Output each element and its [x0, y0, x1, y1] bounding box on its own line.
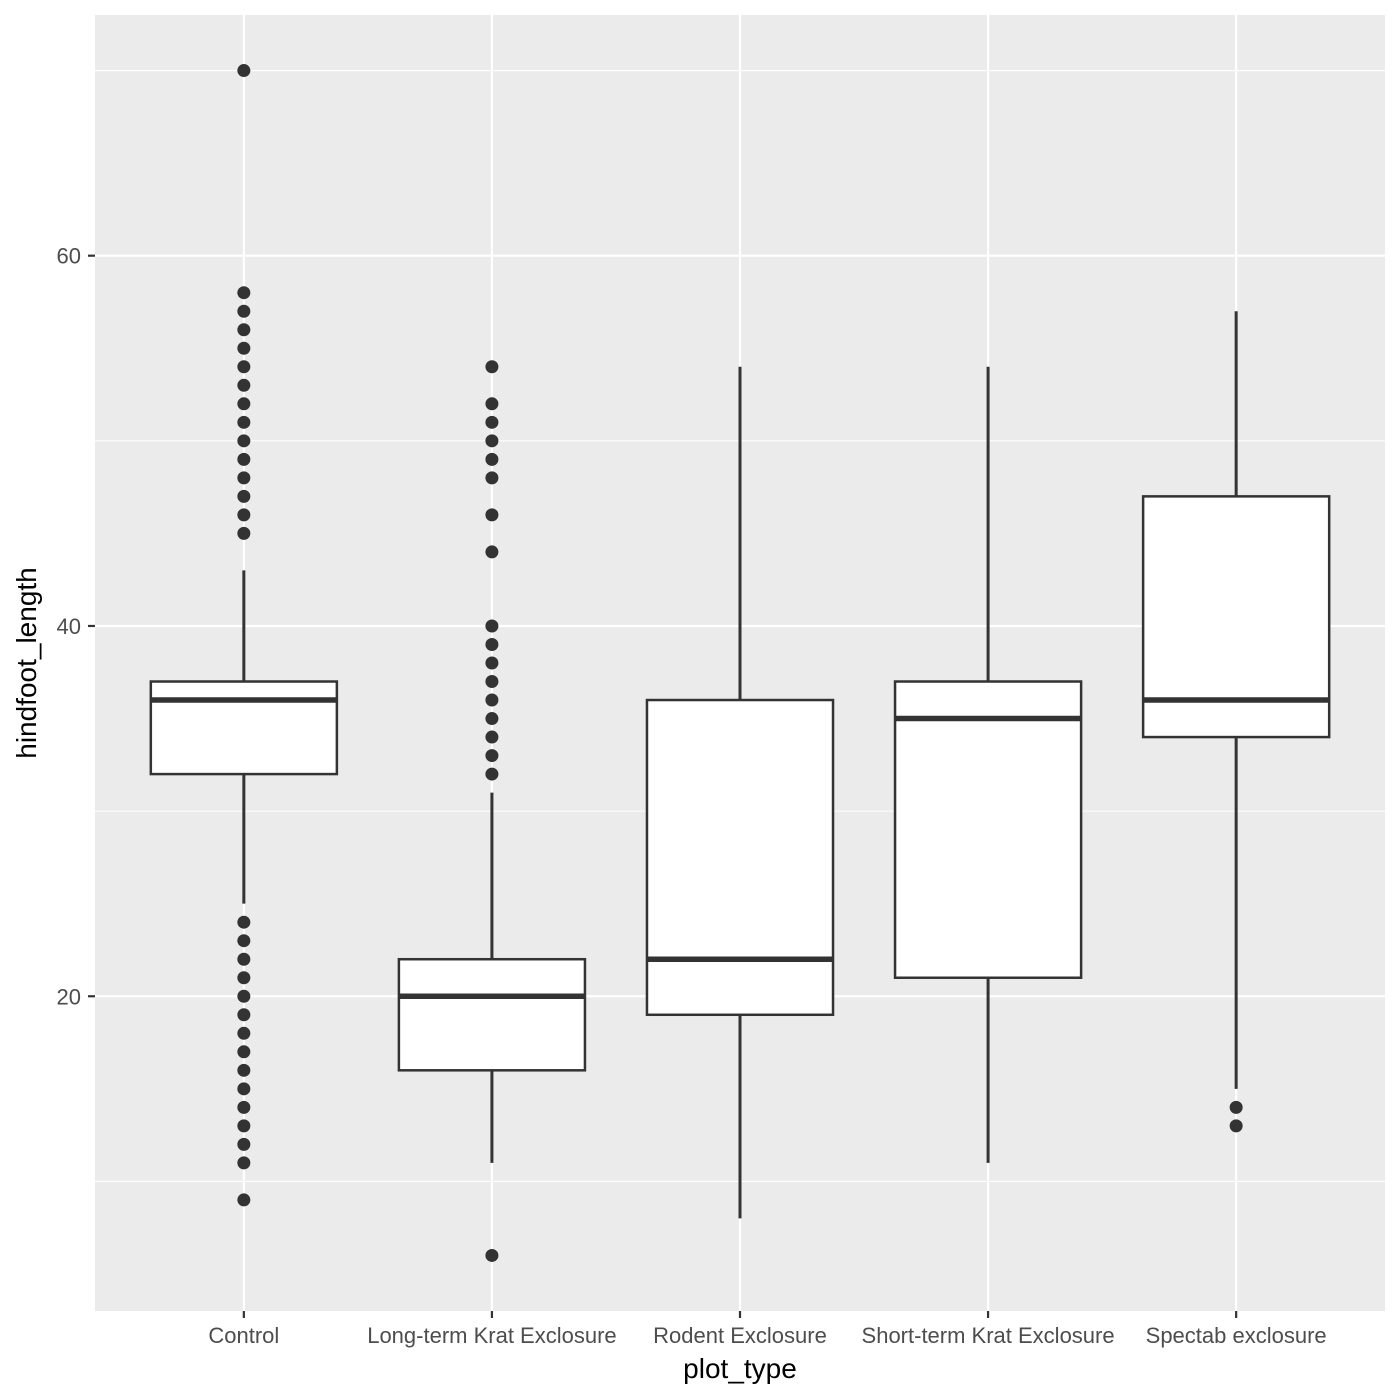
outlier-point	[485, 508, 499, 522]
outlier-point	[237, 1008, 251, 1022]
x-tick-label: Spectab exclosure	[1146, 1323, 1327, 1348]
outlier-point	[237, 1119, 251, 1133]
outlier-point	[485, 693, 499, 707]
box-group	[893, 366, 1083, 1163]
outlier-point	[485, 637, 499, 651]
x-tick-label: Long-term Krat Exclosure	[367, 1323, 616, 1348]
outlier-point	[237, 323, 251, 337]
x-axis: Control Long-term Krat Exclosure Rodent Ex…	[208, 1311, 1327, 1348]
x-axis-title: plot_type	[683, 1353, 797, 1384]
outlier-point	[485, 767, 499, 781]
outlier-point	[237, 952, 251, 966]
outlier-point	[485, 415, 499, 429]
outlier-point	[485, 397, 499, 411]
outlier-point	[237, 1063, 251, 1077]
outlier-point	[237, 1193, 251, 1207]
outlier-point	[237, 360, 251, 374]
outlier-point	[485, 360, 499, 374]
outlier-point	[237, 286, 251, 300]
outlier-point	[237, 64, 251, 78]
outlier-point	[237, 397, 251, 411]
outlier-point	[237, 989, 251, 1003]
y-axis-title: hindfoot_length	[11, 567, 42, 759]
outlier-point	[485, 545, 499, 559]
x-tick-label: Rodent Exclosure	[653, 1323, 827, 1348]
y-tick-label: 60	[57, 244, 81, 269]
box	[1141, 495, 1331, 739]
box	[645, 698, 835, 1017]
x-tick-label: Control	[208, 1323, 279, 1348]
y-tick-label: 40	[57, 614, 81, 639]
outlier-point	[237, 341, 251, 355]
outlier-point	[237, 489, 251, 503]
outlier-point	[485, 730, 499, 744]
outlier-point	[485, 434, 499, 448]
outlier-point	[237, 971, 251, 985]
outlier-point	[237, 1082, 251, 1096]
box	[397, 957, 587, 1072]
boxes	[149, 64, 1331, 1262]
y-axis: 20 40 60	[57, 244, 95, 1009]
outlier-point	[237, 1137, 251, 1151]
outlier-point	[485, 452, 499, 466]
box	[893, 680, 1083, 979]
outlier-point	[237, 526, 251, 540]
outlier-point	[237, 1045, 251, 1059]
outlier-point	[237, 452, 251, 466]
outlier-point	[485, 749, 499, 763]
outlier-point	[485, 675, 499, 689]
outlier-point	[1229, 1119, 1243, 1133]
box-group	[645, 366, 835, 1219]
outlier-point	[485, 619, 499, 633]
outlier-point	[237, 508, 251, 522]
y-tick-label: 20	[57, 984, 81, 1009]
outlier-point	[485, 471, 499, 485]
outlier-point	[237, 915, 251, 929]
outlier-point	[237, 1156, 251, 1170]
outlier-point	[237, 378, 251, 392]
outlier-point	[237, 934, 251, 948]
outlier-point	[237, 434, 251, 448]
outlier-point	[1229, 1100, 1243, 1114]
box	[149, 680, 339, 776]
outlier-point	[237, 415, 251, 429]
outlier-point	[237, 471, 251, 485]
outlier-point	[485, 1248, 499, 1262]
outlier-point	[237, 304, 251, 318]
outlier-point	[485, 656, 499, 670]
outlier-point	[237, 1026, 251, 1040]
box-group	[397, 360, 587, 1262]
outlier-point	[485, 712, 499, 726]
outlier-point	[237, 1100, 251, 1114]
box-group	[149, 64, 339, 1207]
x-tick-label: Short-term Krat Exclosure	[862, 1323, 1115, 1348]
box-group	[1141, 311, 1331, 1133]
